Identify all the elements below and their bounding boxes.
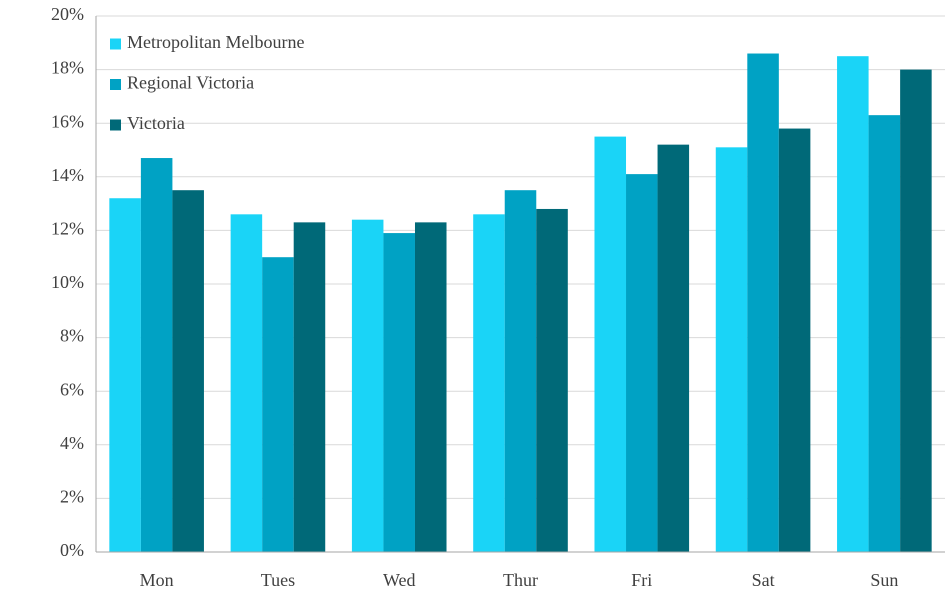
legend-label: Regional Victoria	[127, 73, 254, 93]
bar	[473, 214, 505, 552]
bar	[747, 53, 779, 553]
y-tick-label: 10%	[51, 272, 84, 292]
y-tick-label: 18%	[51, 58, 84, 78]
bar	[504, 190, 537, 552]
x-tick-label: Thur	[503, 570, 538, 590]
y-tick-label: 14%	[51, 165, 84, 185]
y-tick-label: 16%	[51, 111, 84, 131]
bar	[626, 174, 658, 552]
legend-swatch	[110, 38, 121, 50]
x-tick-label: Wed	[383, 570, 416, 590]
x-tick-label: Fri	[631, 570, 652, 590]
legend-swatch	[110, 119, 121, 131]
bar	[109, 198, 141, 553]
legend-swatch	[110, 79, 121, 90]
bar	[868, 115, 901, 552]
bar	[837, 56, 869, 552]
bar	[594, 136, 627, 552]
bar	[383, 233, 415, 552]
y-tick-label: 6%	[60, 379, 84, 399]
bar	[778, 128, 811, 552]
bar	[140, 158, 173, 553]
bar	[900, 69, 932, 552]
y-tick-label: 2%	[60, 487, 84, 507]
legend-label: Victoria	[127, 113, 185, 133]
bar	[262, 257, 294, 552]
bar	[657, 144, 690, 552]
bar	[414, 222, 447, 553]
y-tick-label: 12%	[51, 219, 84, 239]
bar	[293, 222, 326, 553]
y-tick-label: 0%	[60, 540, 84, 560]
y-tick-label: 4%	[60, 433, 84, 453]
bar	[536, 208, 568, 552]
bar	[715, 147, 748, 552]
bar	[230, 214, 263, 552]
x-tick-label: Mon	[140, 570, 174, 590]
x-tick-label: Tues	[261, 570, 295, 590]
bar	[351, 219, 384, 552]
x-tick-label: Sun	[870, 570, 898, 590]
x-tick-label: Sat	[752, 570, 775, 590]
y-tick-label: 8%	[60, 326, 84, 346]
bar	[172, 190, 204, 552]
y-tick-label: 20%	[51, 4, 84, 24]
legend-label: Metropolitan Melbourne	[127, 32, 304, 52]
